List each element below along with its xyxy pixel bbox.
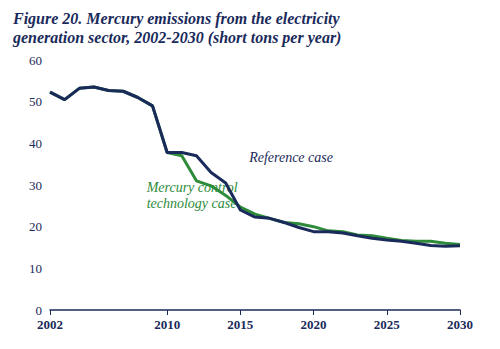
svg-text:2015: 2015 bbox=[227, 317, 254, 332]
svg-text:2030: 2030 bbox=[447, 317, 473, 332]
svg-text:2020: 2020 bbox=[301, 317, 327, 332]
svg-text:30: 30 bbox=[29, 178, 42, 193]
svg-text:2002: 2002 bbox=[37, 317, 63, 332]
svg-text:10: 10 bbox=[29, 261, 42, 276]
svg-text:40: 40 bbox=[29, 136, 42, 151]
svg-text:60: 60 bbox=[29, 53, 42, 68]
svg-text:2010: 2010 bbox=[154, 317, 180, 332]
svg-text:generation sector, 2002-2030 (: generation sector, 2002-2030 (short tons… bbox=[12, 29, 341, 47]
svg-text:50: 50 bbox=[29, 94, 42, 109]
svg-text:Mercury control: Mercury control bbox=[146, 179, 238, 195]
svg-text:20: 20 bbox=[29, 219, 42, 234]
svg-text:0: 0 bbox=[36, 303, 43, 318]
svg-text:technology case: technology case bbox=[147, 196, 237, 211]
svg-text:Reference case: Reference case bbox=[248, 150, 333, 165]
svg-text:Figure 20. Mercury emissions f: Figure 20. Mercury emissions from the el… bbox=[12, 10, 344, 28]
svg-text:2025: 2025 bbox=[374, 317, 401, 332]
